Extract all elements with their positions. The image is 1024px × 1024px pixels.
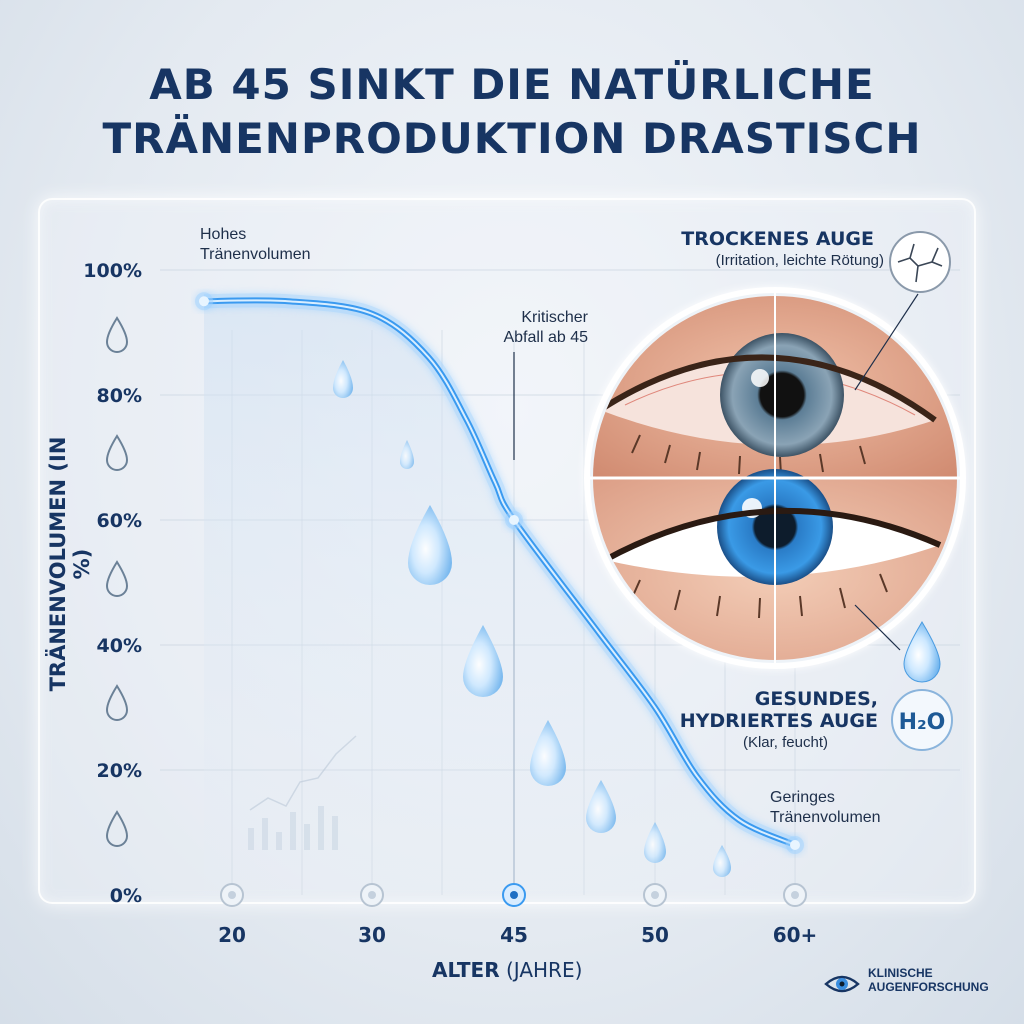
low-volume-line-2: Tränenvolumen bbox=[770, 809, 881, 826]
high-volume-line-1: Hohes bbox=[200, 226, 247, 243]
water-drop-icon bbox=[903, 621, 941, 683]
healthy-eye-title-line-1: GESUNDES, bbox=[754, 688, 878, 710]
y-axis-label: TRÄNENVOLUMEN (IN %) bbox=[46, 436, 94, 692]
dry-eye-subtitle: (Irritation, leichte Rötung) bbox=[715, 252, 884, 269]
y-tick-label: 60% bbox=[97, 510, 142, 532]
drop-icon bbox=[105, 316, 129, 353]
ticks: 0% 20% 40% 60% 80% 100% 20 30 45 50 60+ bbox=[83, 260, 817, 947]
dry-eye-leader-line bbox=[854, 293, 919, 391]
brand-logo: KLINISCHE AUGENFORSCHUNG bbox=[826, 966, 989, 994]
x-tick-marker-dot bbox=[791, 891, 799, 899]
critical-line-2: Abfall ab 45 bbox=[503, 329, 588, 346]
x-tick-marker-dot bbox=[368, 891, 376, 899]
x-tick-label: 50 bbox=[641, 923, 669, 947]
drop-icon bbox=[105, 560, 129, 597]
low-volume-annotation: Geringes Tränenvolumen bbox=[770, 788, 881, 828]
tear-drop-icon bbox=[333, 360, 353, 398]
y-tick-label: 0% bbox=[110, 885, 142, 907]
x-axis-label: ALTER (JAHRE) bbox=[432, 958, 582, 982]
tear-drop-icon bbox=[713, 845, 731, 877]
x-tick-marker-dot bbox=[651, 891, 659, 899]
title-line-1: AB 45 SINKT DIE NATÜRLICHE bbox=[149, 60, 875, 109]
healthy-eye-title-line-2: HYDRIERTES AUGE bbox=[679, 710, 878, 732]
area-under-curve bbox=[204, 300, 795, 895]
x-tick-label: 45 bbox=[500, 923, 528, 947]
cracked-surface-icon bbox=[889, 231, 951, 293]
y-tick-label: 40% bbox=[97, 635, 142, 657]
tear-drop-icon bbox=[586, 780, 616, 833]
side-drop-icons bbox=[105, 316, 129, 847]
y-tick-label: 20% bbox=[97, 760, 142, 782]
data-point bbox=[790, 840, 800, 850]
tear-drop-icon bbox=[408, 505, 452, 585]
high-volume-line-2: Tränenvolumen bbox=[200, 246, 311, 263]
drop-icon bbox=[105, 684, 129, 721]
decorative-drops bbox=[333, 360, 731, 877]
page-title: AB 45 SINKT DIE NATÜRLICHE TRÄNENPRODUKT… bbox=[0, 58, 1024, 166]
data-point bbox=[509, 515, 519, 525]
healthy-eye-subtitle: (Klar, feucht) bbox=[742, 734, 828, 751]
high-volume-annotation: Hohes Tränenvolumen bbox=[200, 225, 311, 265]
drop-icon bbox=[105, 810, 129, 847]
dry-eye-title: TROCKENES AUGE bbox=[681, 228, 874, 250]
eye-comparison-image bbox=[584, 287, 966, 669]
y-tick-label: 80% bbox=[97, 385, 142, 407]
h2o-label: H₂O bbox=[899, 710, 946, 735]
x-tick-marker-dot bbox=[228, 891, 236, 899]
x-tick-label: 20 bbox=[218, 923, 246, 947]
axes bbox=[160, 520, 815, 897]
low-volume-line-1: Geringes bbox=[770, 789, 835, 806]
eye-logo-icon bbox=[824, 975, 860, 993]
brand-line-2: AUGENFORSCHUNG bbox=[868, 980, 989, 994]
x-axis-label-bold: ALTER bbox=[432, 958, 500, 982]
h2o-bubble-icon bbox=[891, 689, 953, 751]
drop-icon bbox=[105, 434, 129, 471]
tear-drop-icon bbox=[530, 720, 566, 786]
curve-highlight bbox=[203, 299, 796, 846]
critical-drop-annotation: Kritischer Abfall ab 45 bbox=[440, 308, 588, 348]
brand-line-1: KLINISCHE bbox=[868, 966, 933, 980]
x-tick-marker-dot bbox=[510, 891, 518, 899]
x-tick-label: 60+ bbox=[773, 923, 818, 947]
tear-drop-icon bbox=[400, 440, 414, 469]
tear-drop-icon bbox=[463, 625, 503, 697]
healthy-eye-leader-line bbox=[854, 604, 901, 651]
tear-drop-icon bbox=[644, 822, 666, 863]
x-tick-label: 30 bbox=[358, 923, 386, 947]
decorative-mini-chart bbox=[248, 735, 357, 850]
data-point bbox=[199, 296, 209, 307]
curve bbox=[195, 292, 804, 854]
y-tick-label: 100% bbox=[83, 260, 142, 282]
area-fill bbox=[204, 300, 795, 895]
title-line-2: TRÄNENPRODUKTION DRASTISCH bbox=[102, 114, 922, 163]
brand-text: KLINISCHE AUGENFORSCHUNG bbox=[868, 966, 989, 994]
x-axis-label-rest: (JAHRE) bbox=[499, 958, 583, 982]
critical-line-1: Kritischer bbox=[521, 309, 588, 326]
